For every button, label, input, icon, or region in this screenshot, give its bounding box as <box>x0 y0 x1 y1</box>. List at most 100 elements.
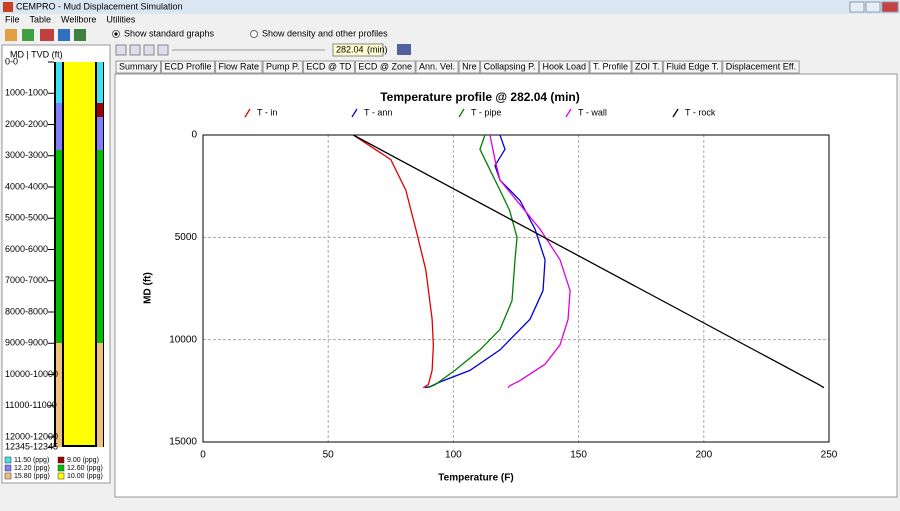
tab[interactable] <box>115 60 162 74</box>
radio-dot <box>114 32 118 36</box>
legend-label: T - in <box>257 107 277 117</box>
legend-label: 9.00 (ppg) <box>67 457 99 464</box>
menu-item[interactable]: File <box>5 14 20 24</box>
tab[interactable] <box>262 60 303 74</box>
app-icon <box>3 2 13 12</box>
option-label[interactable]: Show standard graphs <box>124 28 215 38</box>
tab-label[interactable]: Nre <box>462 61 477 71</box>
annulus-fluid <box>97 343 103 447</box>
minimize-button[interactable] <box>849 1 865 13</box>
tool-icon[interactable] <box>74 29 86 41</box>
depth-label: 1000-1000 <box>5 88 48 98</box>
time-value: 282.04 <box>336 44 364 54</box>
maximize-button[interactable] <box>865 1 881 13</box>
legend-label: T - ann <box>364 107 392 117</box>
tab[interactable] <box>480 60 539 74</box>
legend-symbol <box>672 108 679 118</box>
legend-label: 15.80 (ppg) <box>14 473 50 480</box>
step-button[interactable] <box>143 44 155 56</box>
legend-swatch <box>57 456 65 464</box>
legend-label: 12.20 (ppg) <box>14 465 50 472</box>
legend-symbol <box>565 108 572 118</box>
legend-symbol <box>351 108 358 118</box>
toolbar <box>0 27 900 43</box>
depth-label: 0-0 <box>5 56 18 66</box>
annulus-fluid <box>97 117 103 150</box>
tab-label[interactable]: Displacement Eff. <box>726 61 796 71</box>
legend-label: 11.50 (ppg) <box>14 457 49 464</box>
play-button[interactable] <box>115 44 127 56</box>
menu-item[interactable]: Utilities <box>106 14 136 24</box>
tab-label[interactable]: ECD @ TD <box>306 61 351 71</box>
tab-label[interactable]: Pump P. <box>266 61 299 71</box>
tab-label[interactable]: Summary <box>119 61 158 71</box>
tab-label[interactable]: ZOI T. <box>635 61 659 71</box>
plot-frame <box>114 73 898 498</box>
tab[interactable] <box>458 60 481 74</box>
tab[interactable] <box>161 60 216 74</box>
tool-icon[interactable] <box>22 29 34 41</box>
x-tick-label: 250 <box>821 450 838 461</box>
depth-label: 7000-7000 <box>5 275 48 285</box>
tab[interactable] <box>589 60 632 74</box>
chart-title: Temperature profile @ 282.04 (min) <box>380 90 580 104</box>
tab-label[interactable]: Fluid Edge T. <box>666 61 718 71</box>
series-line <box>489 134 571 389</box>
apply-button[interactable] <box>397 44 411 55</box>
tab[interactable] <box>631 60 663 74</box>
depth-label: 3000-3000 <box>5 150 48 160</box>
pause-button[interactable] <box>129 44 141 56</box>
y-tick-label: 5000 <box>175 232 198 243</box>
tab-label[interactable]: T. Profile <box>593 61 628 71</box>
annulus-fluid <box>56 62 62 103</box>
tool-icon[interactable] <box>58 29 70 41</box>
tab-label[interactable]: Flow Rate <box>219 61 260 71</box>
tool-icon[interactable] <box>5 29 17 41</box>
legend-label: T - rock <box>685 107 716 117</box>
tab[interactable] <box>662 60 723 74</box>
tab-label[interactable]: ECD Profile <box>165 61 212 71</box>
depth-label: 12000-12000 <box>5 431 58 441</box>
series-line <box>427 134 518 389</box>
legend-symbol <box>458 108 465 118</box>
x-tick-label: 50 <box>323 450 335 461</box>
y-axis-label: MD (ft) <box>143 272 154 304</box>
legend-swatch <box>57 464 65 472</box>
legend-label: T - pipe <box>471 107 501 117</box>
stop-button[interactable] <box>157 44 169 56</box>
x-axis-label: Temperature (F) <box>438 473 513 484</box>
depth-label: 10000-10000 <box>5 369 58 379</box>
option-label[interactable]: Show density and other profiles <box>262 28 388 38</box>
tab[interactable] <box>302 60 355 74</box>
depth-label: 9000-9000 <box>5 338 48 348</box>
legend-swatch <box>4 472 12 480</box>
tab-label[interactable]: Collapsing P. <box>484 61 536 71</box>
tab-label[interactable]: Hook Load <box>542 61 586 71</box>
x-tick-label: 100 <box>445 450 462 461</box>
legend-label: 10.00 (ppg) <box>67 473 103 480</box>
time-field[interactable] <box>332 43 384 57</box>
tab[interactable] <box>538 60 590 74</box>
tab[interactable] <box>415 60 459 74</box>
y-tick-label: 10000 <box>169 334 197 345</box>
radio-button[interactable] <box>250 30 258 38</box>
series-line <box>352 134 825 389</box>
tool-icon[interactable] <box>40 29 54 41</box>
annulus-fluid <box>56 150 62 343</box>
annulus-fluid <box>97 62 103 103</box>
menu-item[interactable]: Wellbore <box>61 14 96 24</box>
depth-label: 8000-8000 <box>5 306 48 316</box>
tab[interactable] <box>354 60 416 74</box>
legend-swatch <box>57 472 65 480</box>
close-button[interactable] <box>881 1 899 13</box>
tab[interactable] <box>722 60 800 74</box>
tab[interactable] <box>215 60 263 74</box>
menu-item[interactable]: Table <box>30 14 52 24</box>
tab-label[interactable]: Ann. Vel. <box>419 61 455 71</box>
depth-label: 5000-5000 <box>5 213 48 223</box>
tab-label[interactable]: ECD @ Zone <box>358 61 412 71</box>
legend-swatch <box>4 464 12 472</box>
legend-symbol <box>244 108 251 118</box>
